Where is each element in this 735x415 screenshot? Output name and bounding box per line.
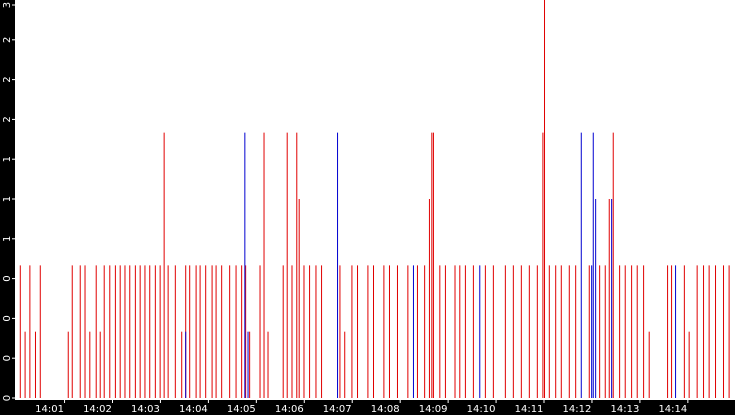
y-tick-label: 1 — [2, 236, 13, 242]
y-tick-label: 2 — [2, 37, 13, 43]
y-tick-label: 0 — [2, 275, 13, 281]
x-tick-label: 14:12 — [563, 404, 592, 415]
x-axis-strip — [0, 400, 735, 415]
y-tick-label: 1 — [2, 196, 13, 202]
x-tick-label: 14:07 — [323, 404, 352, 415]
x-tick-label: 14:04 — [179, 404, 208, 415]
y-tick-label: 0 — [2, 395, 13, 401]
x-tick-label: 14:14 — [658, 404, 687, 415]
x-tick-label: 14:08 — [371, 404, 400, 415]
x-tick-label: 14:05 — [227, 404, 256, 415]
x-tick-label: 14:09 — [419, 404, 448, 415]
y-tick-label: 3 — [2, 2, 13, 8]
y-tick-label: 0 — [2, 355, 13, 361]
x-tick-label: 14:01 — [35, 404, 64, 415]
y-tick-label: 0 — [2, 315, 13, 321]
y-tick-label: 2 — [2, 76, 13, 82]
y-axis-strip — [0, 0, 15, 415]
x-tick-label: 14:02 — [83, 404, 112, 415]
x-tick-label: 14:13 — [610, 404, 639, 415]
x-tick-label: 14:10 — [467, 404, 496, 415]
x-tick-label: 14:11 — [515, 404, 544, 415]
x-tick-label: 14:03 — [131, 404, 160, 415]
x-tick-label: 14:06 — [275, 404, 304, 415]
y-tick-label: 1 — [2, 156, 13, 162]
y-tick-label: 2 — [2, 116, 13, 122]
